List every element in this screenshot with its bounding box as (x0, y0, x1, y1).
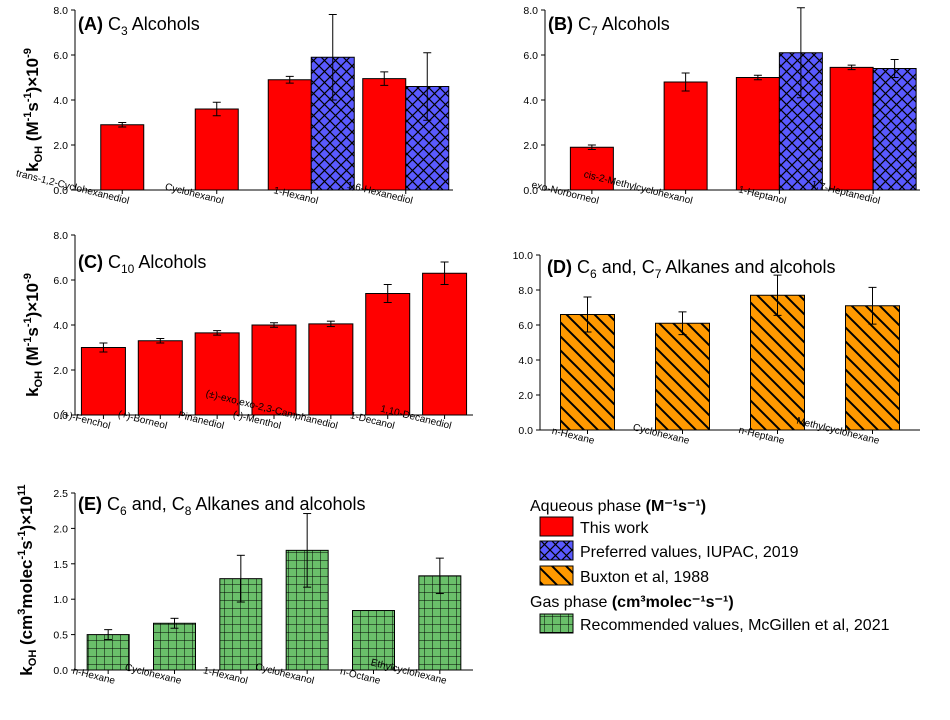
y-tick-label: 6.0 (523, 50, 538, 62)
panel-d-chart: 0.0 2.0 4.0 6.0 8.0 10.0 (D) C6 and, C7 Alkane… (513, 250, 920, 447)
legend-swatch-this-work (539, 516, 574, 537)
bar-d-3-0 (845, 305, 900, 431)
svg-text:kOH (M-1s-1)×10-9: kOH (M-1s-1)×10-9 (22, 48, 45, 172)
panel-a-chart: 0.02.04.06.08.0(A) C3 Alcoholstrans-1,2-… (15, 5, 453, 207)
y-tick-label: 4.0 (53, 320, 68, 332)
y-tick-label: 6.0 (53, 275, 68, 287)
panel-title: (D) C6 and, C7 Alkanes and alcohols (547, 257, 836, 281)
y-tick-label: 8.0 (518, 285, 533, 297)
bar-c-6-0 (422, 272, 468, 416)
y-tick-label: 8.0 (53, 230, 68, 242)
bar-c-2-0 (194, 332, 240, 416)
panel-title: (E) C6 and, C8 Alkanes and alcohols (78, 494, 366, 518)
panel-title: (A) C3 Alcohols (78, 14, 200, 38)
bar-d-2-0 (750, 294, 805, 431)
legend-swatch-iupac (539, 540, 574, 561)
bar-a-0-0 (100, 124, 145, 191)
panel-b-chart: 0.02.04.06.08.0(B) C7 Alcoholsexo-Norbor… (523, 5, 920, 207)
y-tick-label: 6.0 (518, 320, 533, 332)
bar-c-5-0 (365, 293, 411, 416)
y-tick-label: 6.0 (53, 50, 68, 62)
y-tick-label: 0.0 (518, 425, 533, 437)
y-tick-label: 1.0 (53, 594, 68, 606)
svg-text:kOH (M-1s-1)×10-9: kOH (M-1s-1)×10-9 (22, 273, 45, 397)
y-tick-label: 2.0 (53, 365, 68, 377)
bar-b-3-0 (829, 66, 874, 191)
y-tick-label: 8.0 (53, 5, 68, 17)
bar-e-0-0 (86, 634, 130, 671)
y-tick-label: 0.0 (53, 410, 68, 422)
y-tick-label: 2.0 (518, 390, 533, 402)
y-tick-label: 4.0 (518, 355, 533, 367)
bar-c-1-0 (137, 340, 183, 416)
bar-b-3-1 (872, 68, 917, 191)
y-tick-label: 0.0 (53, 185, 68, 197)
svg-text:kOH (cm3molec-1s-1)×1011: kOH (cm3molec-1s-1)×1011 (16, 484, 39, 675)
bar-b-2-0 (735, 77, 780, 191)
legend-swatch-buxton (539, 565, 574, 586)
bar-d-1-0 (655, 322, 710, 431)
panel-c-chart: 0.02.04.06.08.0(C) C10 Alcohols(+)-Fench… (53, 230, 473, 432)
bar-c-4-0 (308, 323, 354, 416)
panel-e-chart: 0.0 0.5 1.0 1.5 2.0 2.5 (E) C6 and, C8 Alkanes… (53, 488, 473, 687)
y-tick-label: 10.0 (513, 250, 534, 262)
bar-e-1-0 (153, 622, 196, 671)
legend-swatch-mcgillen (539, 613, 574, 634)
bar-b-1-0 (663, 81, 708, 191)
y-tick-label: 2.0 (53, 140, 68, 152)
y-tick-label: 4.0 (53, 95, 68, 107)
ylabel-panel-a: kOH (M-1s-1)×10-9 (22, 48, 45, 172)
y-tick-label: 4.0 (523, 95, 538, 107)
bar-a-1-0 (194, 108, 239, 191)
y-tick-label: 2.0 (523, 140, 538, 152)
legend-label-this-work: This work (580, 520, 649, 537)
y-tick-label: 2.0 (53, 523, 68, 535)
y-tick-label: 0.5 (53, 630, 68, 642)
bar-e-4-0 (352, 610, 395, 671)
bar-c-0-0 (80, 347, 126, 416)
legend-label-mcgillen: Recommended values, McGillen et al, 2021 (580, 617, 890, 634)
panel-title: (B) C7 Alcohols (548, 14, 670, 38)
y-tick-label: 8.0 (523, 5, 538, 17)
ylabel-panel-e: kOH (cm3molec-1s-1)×1011 (16, 484, 39, 675)
legend-gas-header: Gas phase (cm³molec⁻¹s⁻¹) (530, 594, 734, 611)
bar-b-0-0 (569, 146, 614, 191)
bar-a-2-0 (267, 79, 312, 191)
legend: Aqueous phase (M⁻¹s⁻¹) This work Preferr… (530, 498, 890, 634)
y-tick-label: 0.0 (523, 185, 538, 197)
bar-a-3-0 (362, 78, 407, 191)
ylabel-panel-c: kOH (M-1s-1)×10-9 (22, 273, 45, 397)
legend-aqueous-header: Aqueous phase (M⁻¹s⁻¹) (530, 498, 706, 515)
y-tick-label: 2.5 (53, 488, 68, 500)
legend-label-buxton: Buxton et al, 1988 (580, 569, 709, 586)
bar-d-0-0 (560, 314, 615, 431)
panel-title: (C) C10 Alcohols (78, 252, 206, 276)
legend-label-iupac: Preferred values, IUPAC, 2019 (580, 544, 799, 561)
y-tick-label: 1.5 (53, 559, 68, 571)
y-tick-label: 0.0 (53, 665, 68, 677)
